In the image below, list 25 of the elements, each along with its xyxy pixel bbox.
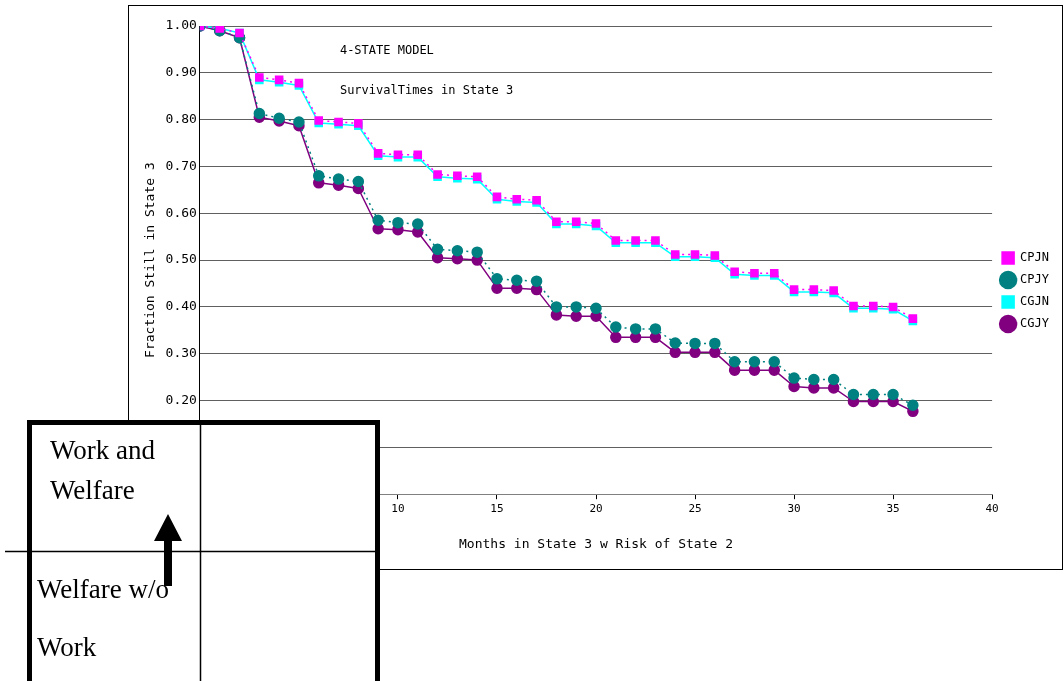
x-axis-title: Months in State 3 w Risk of State 2 (459, 535, 733, 551)
y-tick-label: 0.60 (165, 204, 197, 220)
x-tick-label: 40 (985, 501, 999, 515)
y-tick-label: 0.80 (165, 111, 197, 127)
x-tick-label: 10 (391, 501, 405, 515)
text: SurvivalTimes in State 3 (339, 83, 514, 98)
legend-label: CPJN (1020, 250, 1050, 265)
y-tick-label: 0.40 (165, 298, 197, 314)
legend-label: CPJY (1020, 272, 1050, 287)
y-tick-label: 0.50 (165, 251, 197, 267)
y-tick-label: 0.20 (165, 391, 197, 407)
y-axis-title: Fraction Still in State 3 (142, 162, 158, 358)
x-tick-label: 35 (886, 501, 900, 515)
y-tick-label: 0.90 (165, 64, 197, 80)
text: 4-STATE MODEL (339, 43, 434, 58)
legend-label: CGJY (1020, 316, 1050, 331)
y-tick-label: 1.00 (165, 17, 197, 33)
x-tick-label: 15 (490, 501, 504, 515)
y-tick-label: 0.30 (165, 345, 197, 361)
y-tick-label: 0.70 (165, 157, 197, 173)
x-tick-label: 30 (787, 501, 801, 515)
x-tick-label: 25 (688, 501, 702, 515)
quadrant-diagram: Work and Welfare Welfare w/o Work (5, 420, 380, 681)
legend-label: CGJN (1020, 294, 1050, 309)
x-tick-label: 20 (589, 501, 603, 515)
